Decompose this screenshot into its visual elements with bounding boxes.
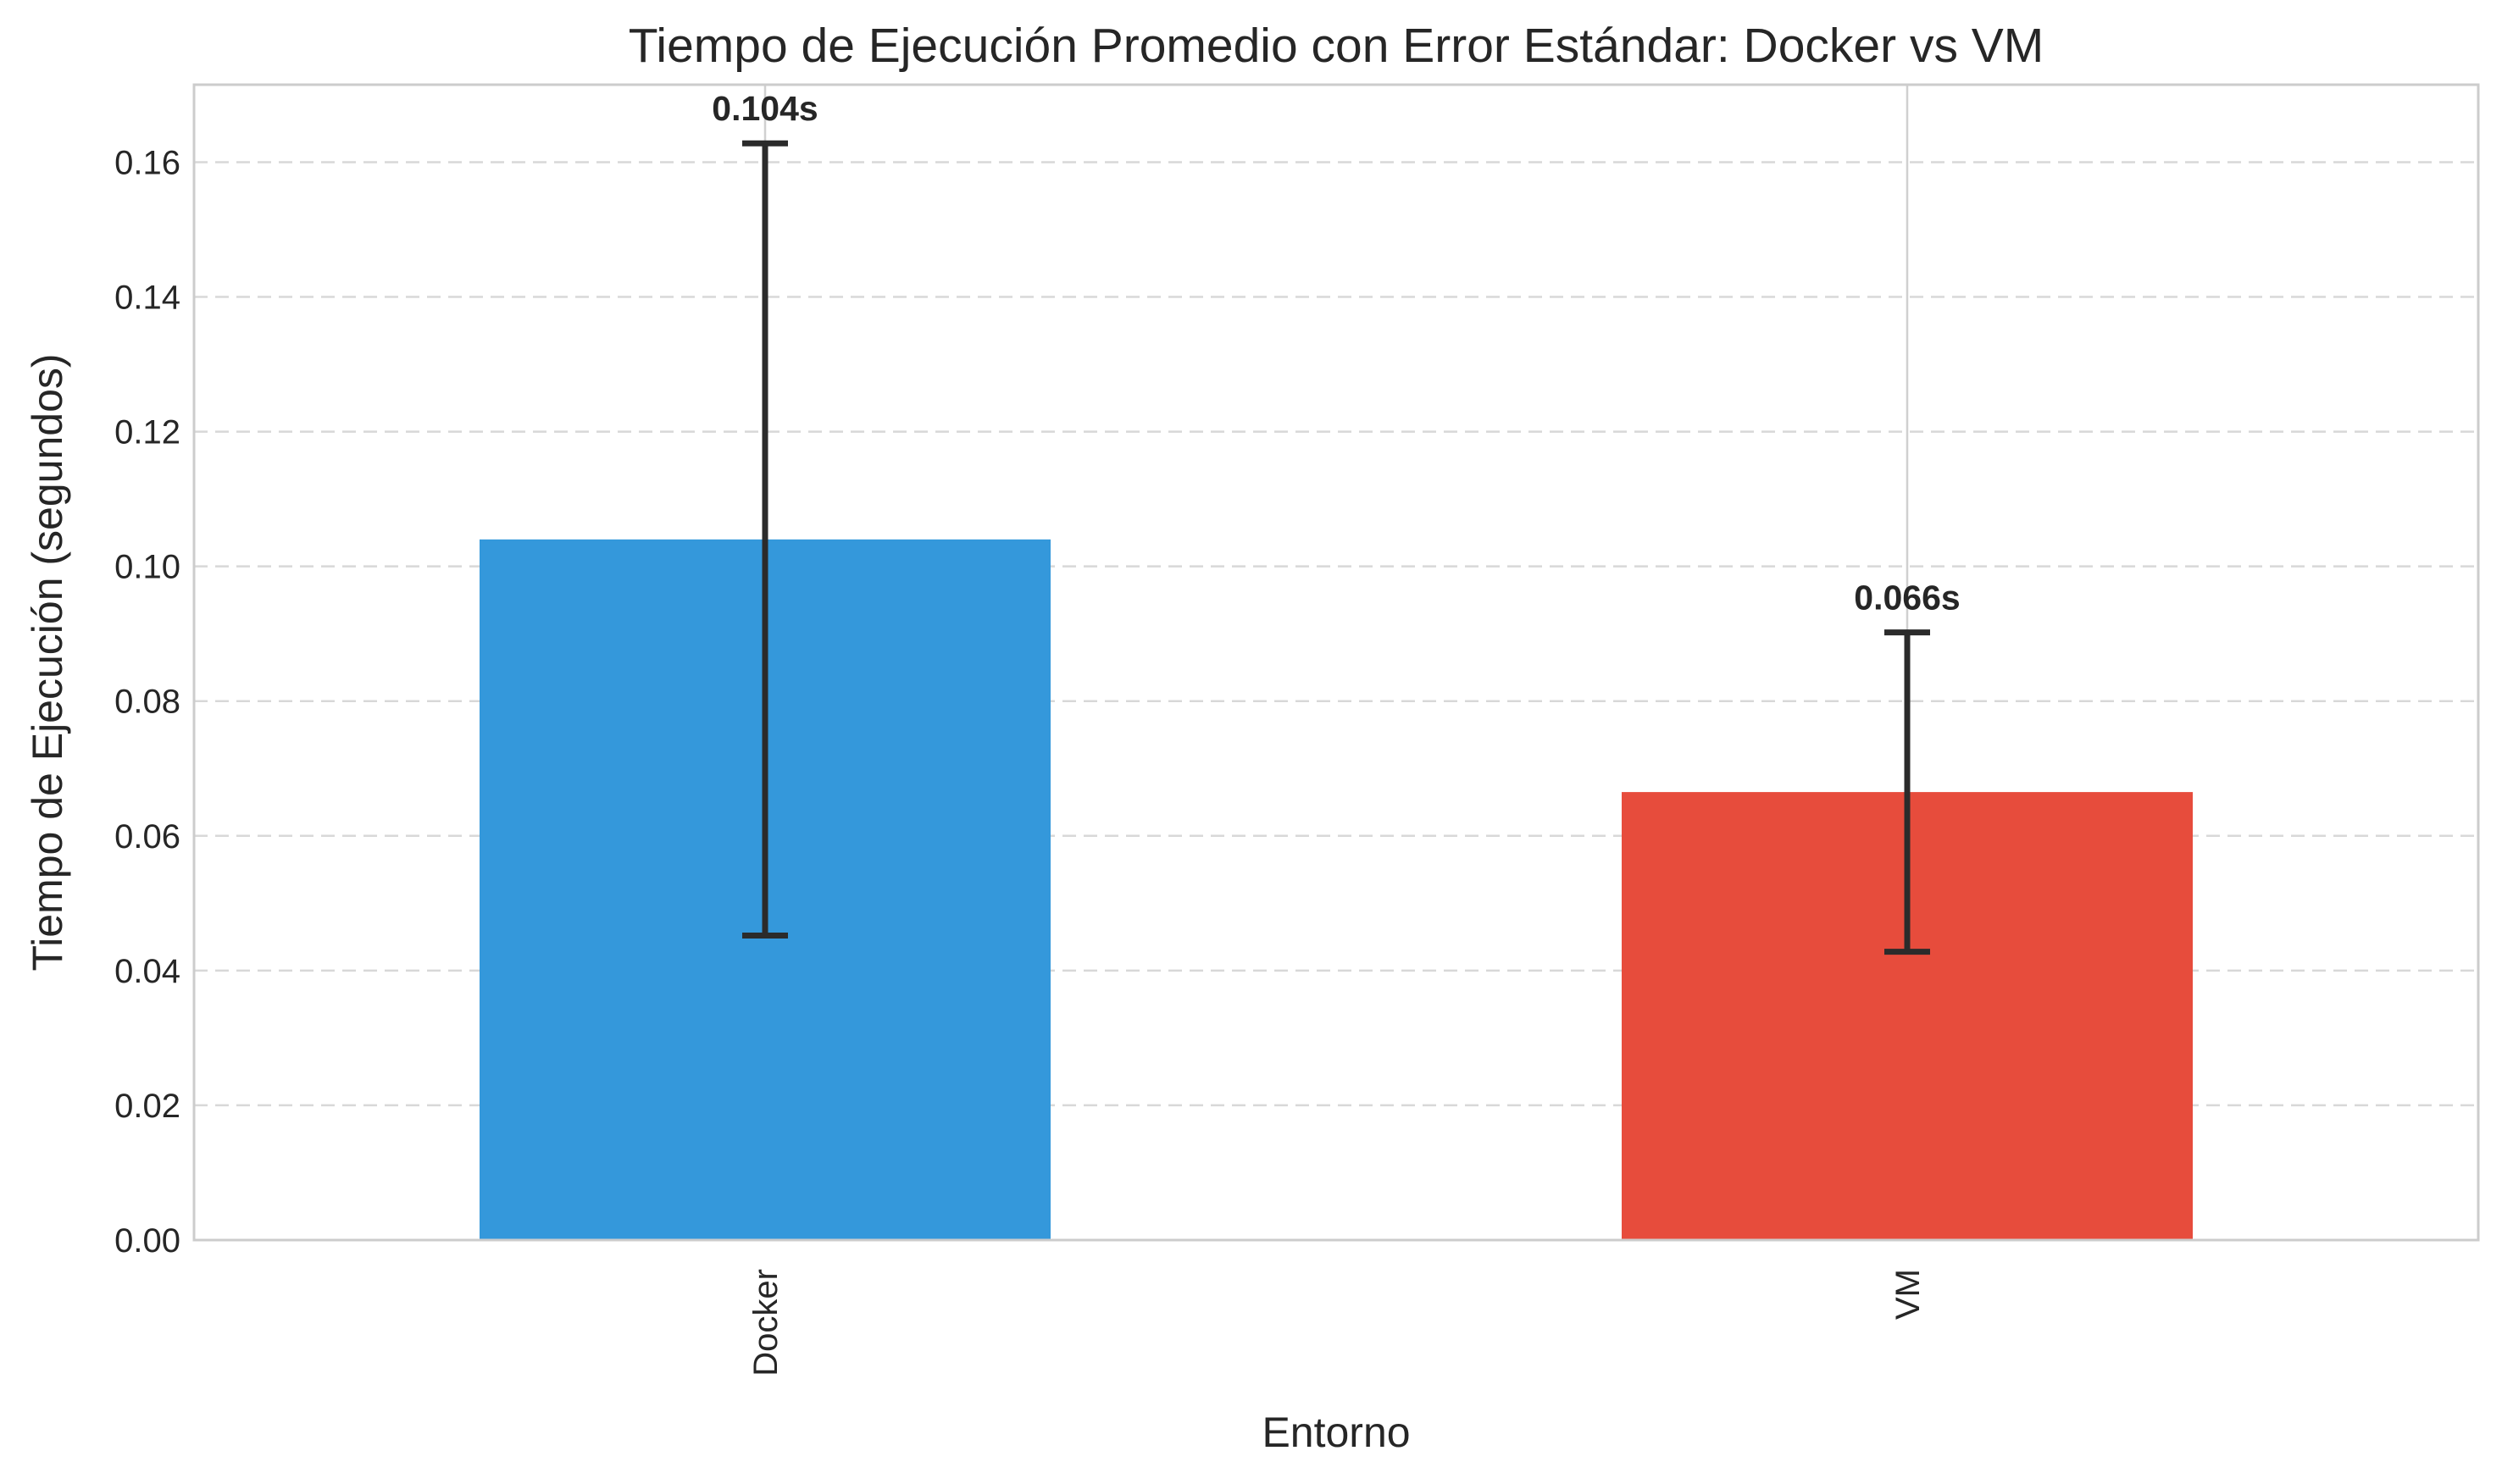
y-axis-label: Tiempo de Ejecución (segundos) xyxy=(24,353,71,971)
y-tick-label: 0.12 xyxy=(114,414,180,451)
y-tick-label: 0.08 xyxy=(114,684,180,721)
plot-frame xyxy=(192,83,2480,1242)
error-bars xyxy=(742,140,1930,955)
x-axis-label: Entorno xyxy=(1262,1409,1410,1456)
x-tick-label: Docker xyxy=(747,1269,785,1376)
y-tick-label: 0.14 xyxy=(114,280,180,317)
value-labels: 0.104s 0.066s xyxy=(712,89,1960,617)
y-tick-label: 0.00 xyxy=(114,1222,180,1260)
y-tick-label: 0.02 xyxy=(114,1088,180,1125)
value-label-vm: 0.066s xyxy=(1854,579,1960,617)
y-tick-label: 0.10 xyxy=(114,549,180,586)
y-tick-label: 0.16 xyxy=(114,144,180,181)
bars xyxy=(480,539,2193,1240)
chart-title: Tiempo de Ejecución Promedio con Error E… xyxy=(629,19,2044,73)
y-tick-label: 0.06 xyxy=(114,818,180,856)
y-tick-label: 0.04 xyxy=(114,953,180,990)
x-tick-label: VM xyxy=(1889,1269,1927,1320)
value-label-docker: 0.104s xyxy=(712,89,818,128)
axis-ticks: 0.00 0.02 0.04 0.06 0.08 0.10 0.12 0.14 0.16 Dock… xyxy=(114,144,1927,1376)
